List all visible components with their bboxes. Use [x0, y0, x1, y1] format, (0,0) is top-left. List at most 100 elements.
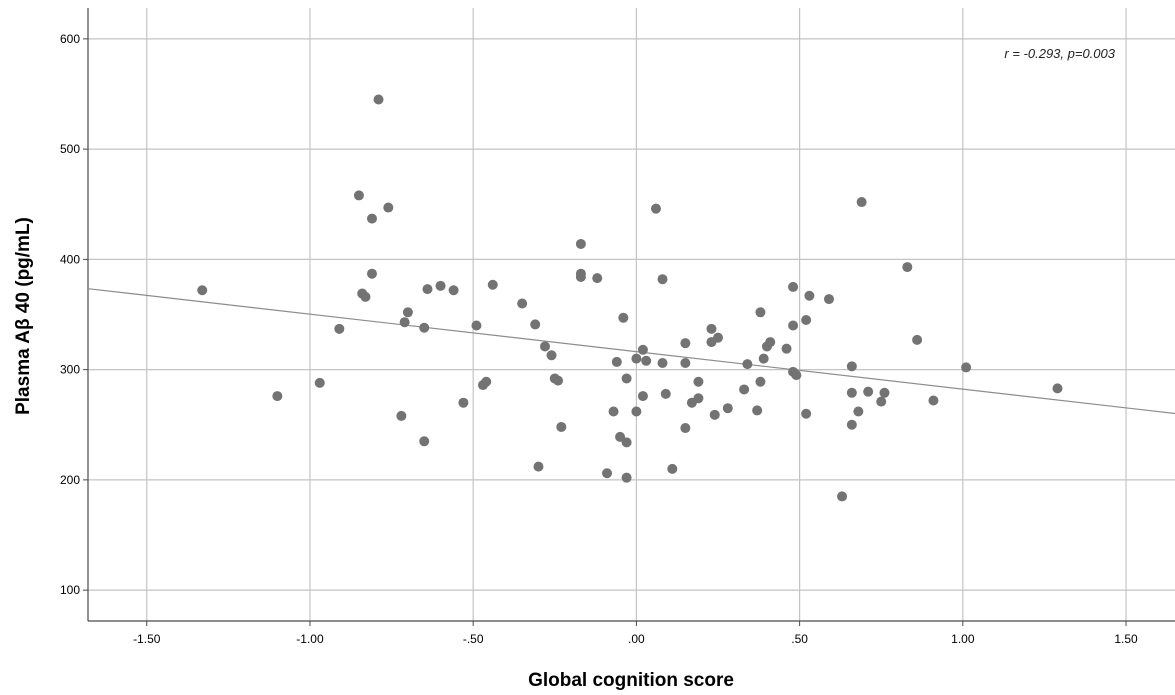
- data-point: [546, 350, 557, 361]
- x-tick-label: 1.50: [1114, 632, 1138, 646]
- data-point: [657, 274, 668, 285]
- data-point: [791, 370, 802, 381]
- x-tick-label: .00: [628, 632, 645, 646]
- data-point: [592, 273, 603, 284]
- data-point: [680, 358, 691, 369]
- data-point: [481, 376, 492, 387]
- data-point: [435, 280, 446, 291]
- y-tick-label: 500: [60, 142, 80, 156]
- data-point: [902, 262, 913, 273]
- data-point: [846, 419, 857, 430]
- data-point: [399, 317, 410, 328]
- data-point: [422, 284, 433, 295]
- data-point: [471, 320, 482, 331]
- data-point: [912, 334, 923, 345]
- x-tick-label: 1.00: [951, 632, 975, 646]
- data-point: [197, 285, 208, 296]
- data-point: [621, 472, 632, 483]
- data-point: [801, 408, 812, 419]
- data-point: [615, 431, 626, 442]
- x-gridlines: [146, 8, 1127, 621]
- data-point: [680, 423, 691, 434]
- data-point: [863, 386, 874, 397]
- data-point: [693, 376, 704, 387]
- data-point: [722, 403, 733, 414]
- data-point: [928, 395, 939, 406]
- data-point: [517, 298, 528, 309]
- data-point: [1052, 383, 1063, 394]
- data-point: [680, 338, 691, 349]
- data-point: [533, 461, 544, 472]
- data-point: [781, 343, 792, 354]
- data-point: [334, 323, 345, 334]
- data-point: [575, 272, 586, 283]
- data-point: [765, 337, 776, 348]
- data-point: [641, 355, 652, 366]
- data-point: [383, 202, 394, 213]
- data-points: [197, 94, 1063, 502]
- data-point: [788, 320, 799, 331]
- data-point: [353, 190, 364, 201]
- data-point: [602, 468, 613, 479]
- data-point: [556, 421, 567, 432]
- y-gridlines: [88, 38, 1175, 591]
- data-point: [876, 396, 887, 407]
- data-point: [402, 307, 413, 318]
- data-point: [637, 344, 648, 355]
- data-point: [709, 409, 720, 420]
- data-point: [657, 358, 668, 369]
- data-point: [961, 362, 972, 373]
- data-point: [458, 397, 469, 408]
- data-point: [637, 391, 648, 402]
- data-point: [837, 491, 848, 502]
- y-tick-label: 400: [60, 252, 80, 266]
- x-tick-label: -.50: [463, 632, 484, 646]
- data-point: [801, 315, 812, 326]
- data-point: [823, 294, 834, 305]
- data-point: [755, 376, 766, 387]
- x-tick-labels: -1.50 -1.00 -.50 .00 .50 1.00 1.50: [133, 632, 1138, 646]
- data-point: [366, 268, 377, 279]
- data-point: [853, 406, 864, 417]
- data-point: [650, 203, 661, 214]
- data-point: [846, 387, 857, 398]
- data-point: [856, 197, 867, 208]
- x-tick-label: .50: [791, 632, 808, 646]
- data-point: [631, 406, 642, 417]
- data-point: [804, 290, 815, 301]
- data-point: [788, 281, 799, 292]
- data-point: [706, 323, 717, 334]
- data-point: [660, 388, 671, 399]
- data-point: [618, 312, 629, 323]
- y-tick-label: 100: [60, 583, 80, 597]
- data-point: [530, 319, 541, 330]
- data-point: [448, 285, 459, 296]
- data-point: [575, 238, 586, 249]
- data-point: [846, 361, 857, 372]
- data-point: [553, 375, 564, 386]
- data-point: [419, 322, 430, 333]
- correlation-annotation: r = -0.293, p=0.003: [1004, 46, 1115, 61]
- data-point: [742, 359, 753, 370]
- data-point: [396, 410, 407, 421]
- x-tick-label: -1.50: [133, 632, 161, 646]
- data-point: [314, 377, 325, 388]
- x-tick-label: -1.00: [296, 632, 324, 646]
- axes: [83, 8, 1175, 626]
- data-point: [752, 405, 763, 416]
- y-tick-label: 600: [60, 32, 80, 46]
- fit-line: [87, 288, 1175, 415]
- x-axis-title: Global cognition score: [528, 670, 734, 691]
- data-point: [879, 387, 890, 398]
- data-point: [373, 94, 384, 105]
- data-point: [487, 279, 498, 290]
- data-point: [608, 406, 619, 417]
- data-point: [739, 384, 750, 395]
- y-tick-label: 200: [60, 473, 80, 487]
- data-point: [758, 353, 769, 364]
- data-point: [366, 213, 377, 224]
- data-point: [539, 341, 550, 352]
- data-point: [360, 291, 371, 302]
- y-tick-labels: 100 200 300 400 500 600: [60, 32, 80, 597]
